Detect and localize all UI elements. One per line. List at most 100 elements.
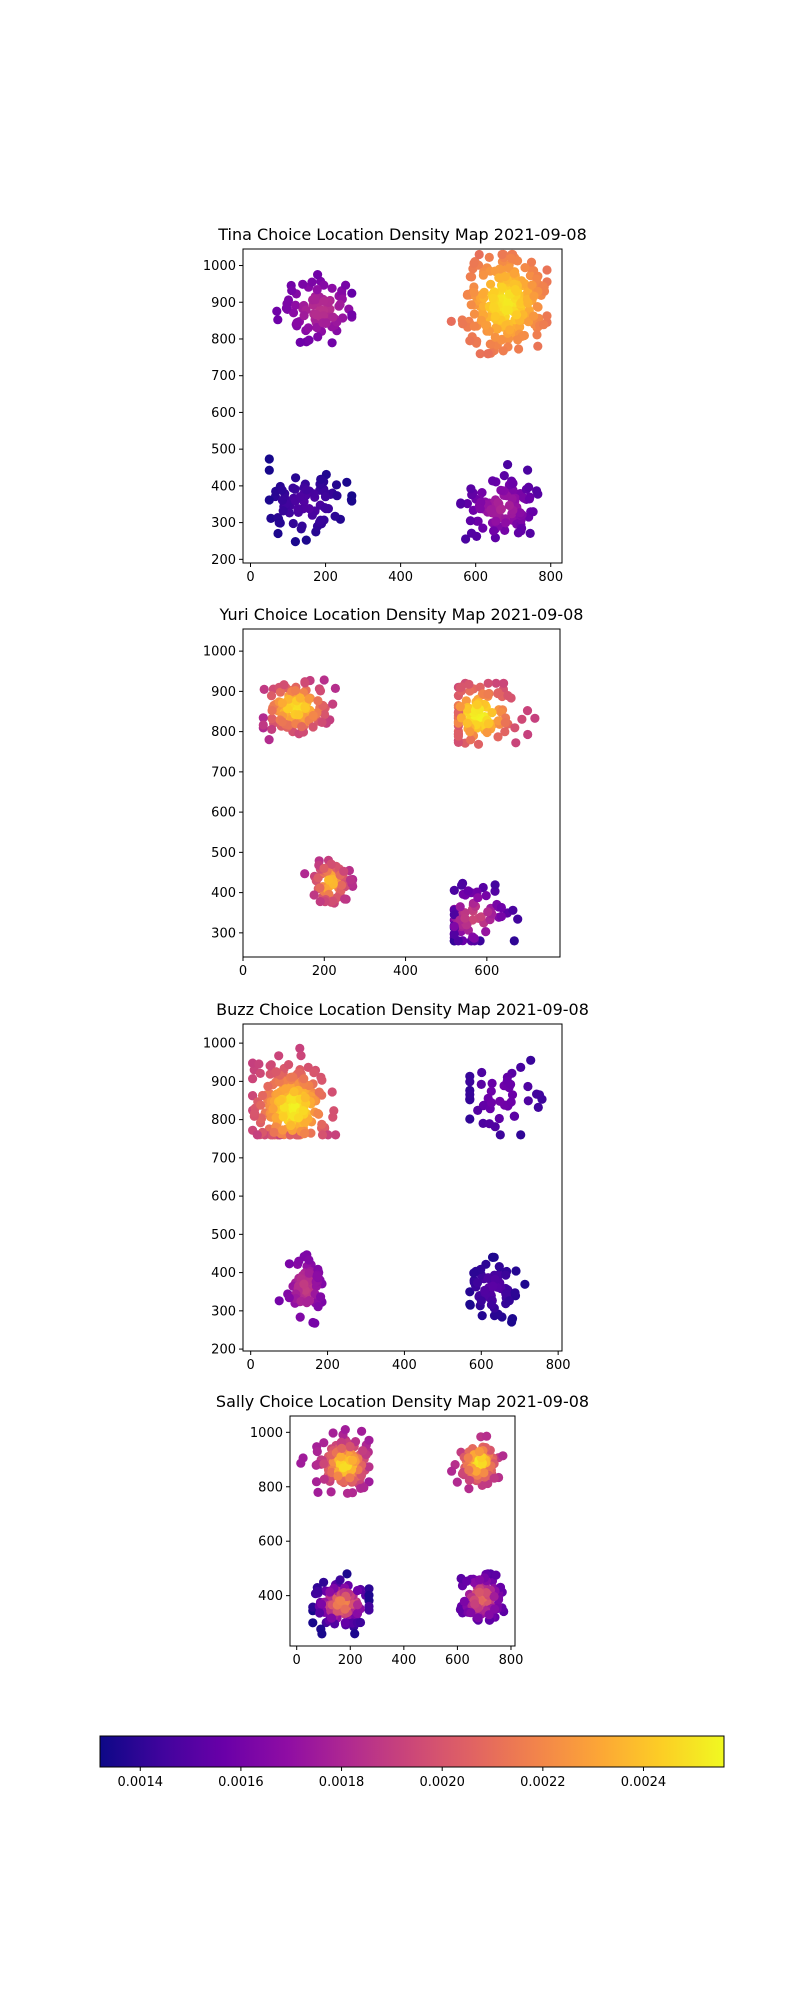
- colorbar-tick-label: 0.0024: [621, 1775, 667, 1790]
- scatter-point: [477, 1311, 487, 1321]
- scatter-point: [539, 320, 549, 330]
- scatter-point: [474, 1446, 484, 1457]
- scatter-point: [312, 285, 322, 295]
- scatter-point: [304, 1268, 314, 1278]
- scatter-point: [295, 337, 305, 347]
- scatter-point: [519, 330, 530, 341]
- scatter-point: [304, 504, 314, 514]
- y-tick-label: 200: [211, 1343, 236, 1358]
- scatter-point: [297, 722, 307, 732]
- scatter-point: [317, 1119, 327, 1129]
- scatter-point: [511, 738, 521, 748]
- scatter-point: [473, 893, 483, 903]
- y-tick-label: 700: [211, 369, 236, 384]
- scatter-point: [317, 1629, 327, 1639]
- scatter-point: [447, 1466, 457, 1476]
- scatter-point: [504, 500, 514, 511]
- scatter-point: [449, 885, 459, 896]
- scatter-point: [277, 495, 287, 505]
- scatter-point: [470, 1599, 480, 1609]
- y-tick-label: 700: [211, 765, 236, 780]
- scatter-point: [477, 289, 487, 299]
- scatter-point: [290, 686, 300, 696]
- scatter-point: [455, 702, 465, 712]
- scatter-point: [464, 1484, 474, 1494]
- scatter-point: [510, 1288, 520, 1298]
- scatter-point: [304, 1255, 314, 1265]
- scatter-point: [481, 320, 491, 330]
- x-tick-label: 600: [463, 570, 488, 585]
- scatter-point: [478, 523, 488, 533]
- scatter-point: [453, 731, 463, 741]
- scatter-point: [312, 1271, 322, 1282]
- y-tick-label: 600: [211, 406, 236, 421]
- scatter-point: [340, 1604, 350, 1614]
- scatter-point: [331, 1130, 341, 1140]
- colorbar-tick-label: 0.0018: [319, 1775, 365, 1790]
- scatter-point: [341, 280, 351, 290]
- scatter-point: [269, 1127, 279, 1137]
- scatter-point: [463, 704, 473, 714]
- scatter-point: [532, 486, 542, 496]
- scatter-point: [483, 719, 493, 729]
- scatter-point: [327, 283, 337, 293]
- scatter-point: [292, 318, 302, 328]
- scatter-point: [304, 1295, 315, 1306]
- scatter-point: [308, 1618, 318, 1628]
- scatter-point: [527, 280, 537, 290]
- scatter-point: [476, 1079, 486, 1089]
- scatter-point: [491, 678, 501, 688]
- scatter-panel-1: Tina Choice Location Density Map 2021-09…: [203, 225, 587, 585]
- scatter-point: [315, 1608, 325, 1618]
- scatter-point: [342, 477, 352, 487]
- y-tick-label: 1000: [203, 645, 236, 660]
- x-tick-label: 400: [393, 964, 418, 979]
- scatter-point: [513, 528, 524, 538]
- scatter-point: [529, 311, 539, 321]
- scatter-point: [466, 484, 476, 494]
- scatter-point: [497, 282, 507, 292]
- scatter-point: [486, 505, 496, 515]
- scatter-point: [449, 929, 459, 940]
- scatter-point: [465, 516, 475, 526]
- scatter-point: [465, 272, 475, 282]
- scatter-point: [328, 1428, 338, 1438]
- colorbar: 0.0014 0.0016 0.0018 0.0020 0.0022 0.0024: [99, 1735, 725, 1790]
- x-tick-label: 0: [293, 1653, 301, 1668]
- scatter-point: [256, 1100, 266, 1110]
- scatter-point: [473, 739, 484, 749]
- scatter-point: [271, 1113, 281, 1123]
- scatter-point: [479, 1468, 489, 1478]
- scatter-point: [517, 714, 527, 724]
- scatter-point: [509, 268, 519, 278]
- scatter-point: [335, 299, 345, 310]
- scatter-point: [457, 880, 467, 890]
- x-tick-label: 800: [546, 1358, 571, 1373]
- scatter-point: [274, 1077, 284, 1087]
- scatter-point: [352, 1585, 363, 1596]
- scatter-point: [299, 1129, 310, 1139]
- scatter-point: [496, 505, 506, 515]
- scatter-point: [463, 886, 473, 896]
- scatter-point: [488, 293, 498, 303]
- scatter-point: [525, 528, 535, 539]
- x-tick-label: 800: [538, 570, 563, 585]
- y-tick-label: 400: [211, 479, 236, 494]
- y-tick-label: 800: [211, 1113, 236, 1128]
- scatter-point: [488, 476, 498, 486]
- scatter-point: [258, 720, 268, 730]
- scatter-point: [347, 310, 357, 320]
- scatter-point: [503, 460, 513, 470]
- scatter-point: [340, 1618, 350, 1628]
- scatter-point: [336, 1452, 346, 1462]
- scatter-point: [497, 249, 507, 260]
- x-tick-label: 600: [469, 1358, 494, 1373]
- scatter-point: [494, 1262, 504, 1272]
- scatter-point: [491, 516, 501, 526]
- scatter-point: [507, 1315, 517, 1325]
- scatter-point: [315, 896, 325, 907]
- scatter-point: [490, 1122, 500, 1132]
- scatter-point: [542, 265, 552, 275]
- scatter-point: [248, 1091, 258, 1101]
- x-tick-label: 400: [391, 1653, 416, 1668]
